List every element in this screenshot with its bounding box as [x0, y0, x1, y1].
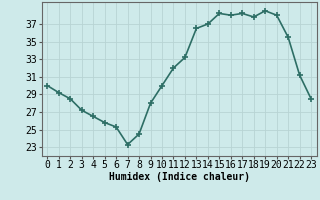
X-axis label: Humidex (Indice chaleur): Humidex (Indice chaleur)	[109, 172, 250, 182]
